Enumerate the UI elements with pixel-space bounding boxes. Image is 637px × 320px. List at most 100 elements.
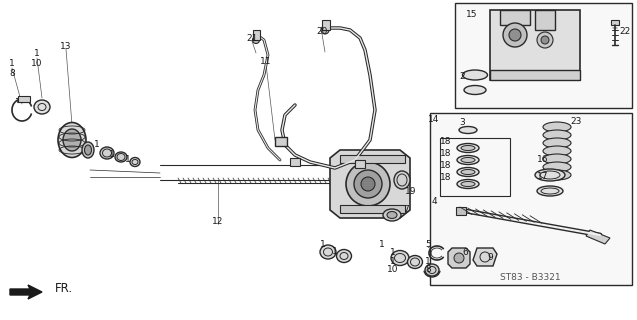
Ellipse shape	[394, 171, 410, 189]
Ellipse shape	[387, 212, 397, 219]
Text: 6: 6	[462, 247, 468, 257]
Text: 9: 9	[487, 252, 493, 261]
Circle shape	[321, 26, 329, 34]
Circle shape	[537, 32, 553, 48]
Bar	[290, 158, 300, 166]
Ellipse shape	[464, 85, 486, 94]
Text: 18: 18	[440, 161, 452, 170]
Ellipse shape	[34, 100, 50, 114]
Bar	[340, 155, 405, 163]
Text: 4: 4	[431, 196, 437, 205]
Bar	[490, 10, 580, 80]
Text: 18: 18	[440, 137, 452, 146]
Text: 1: 1	[390, 247, 396, 257]
Circle shape	[361, 177, 375, 191]
Ellipse shape	[457, 167, 479, 177]
Text: 17: 17	[537, 172, 548, 180]
Ellipse shape	[82, 142, 94, 158]
Ellipse shape	[543, 170, 571, 180]
Ellipse shape	[58, 123, 86, 157]
Text: 8: 8	[425, 266, 431, 275]
Text: 21: 21	[247, 34, 258, 43]
Ellipse shape	[425, 264, 439, 276]
Text: 1: 1	[9, 59, 15, 68]
Ellipse shape	[461, 146, 475, 150]
Polygon shape	[448, 248, 470, 268]
Text: 12: 12	[212, 217, 224, 226]
Ellipse shape	[457, 143, 479, 153]
Polygon shape	[586, 230, 610, 244]
Ellipse shape	[543, 130, 571, 140]
Bar	[490, 70, 580, 80]
Bar	[322, 20, 330, 30]
Text: 8: 8	[9, 68, 15, 77]
Text: 3: 3	[459, 117, 465, 126]
Ellipse shape	[408, 255, 422, 268]
Bar	[430, 113, 632, 285]
Ellipse shape	[461, 157, 475, 163]
Ellipse shape	[543, 122, 571, 132]
Bar	[340, 205, 405, 213]
Circle shape	[503, 23, 527, 47]
Ellipse shape	[130, 157, 140, 166]
Bar	[275, 137, 287, 146]
Bar	[440, 138, 510, 196]
Text: ST83 - B3321: ST83 - B3321	[499, 274, 561, 283]
Text: 15: 15	[466, 10, 478, 19]
Circle shape	[346, 162, 390, 206]
Ellipse shape	[543, 154, 571, 164]
Bar	[253, 30, 260, 40]
Ellipse shape	[63, 129, 81, 151]
Ellipse shape	[461, 181, 475, 187]
Text: 1: 1	[125, 155, 131, 164]
Bar	[355, 160, 365, 168]
Text: 1: 1	[109, 149, 115, 158]
Ellipse shape	[115, 152, 127, 162]
Ellipse shape	[457, 156, 479, 164]
Ellipse shape	[535, 169, 565, 181]
Bar	[455, 3, 632, 108]
Text: 10: 10	[387, 266, 399, 275]
Ellipse shape	[462, 70, 487, 80]
Ellipse shape	[320, 245, 336, 259]
Circle shape	[509, 29, 521, 41]
Text: 7: 7	[403, 204, 409, 213]
Text: 1: 1	[34, 49, 40, 58]
Ellipse shape	[543, 162, 571, 172]
Ellipse shape	[459, 126, 477, 133]
Text: 1: 1	[94, 140, 100, 148]
Circle shape	[454, 253, 464, 263]
Bar	[500, 10, 530, 25]
Ellipse shape	[537, 186, 563, 196]
Bar	[456, 207, 466, 215]
Ellipse shape	[336, 250, 352, 262]
Text: 1: 1	[332, 246, 338, 255]
Text: 16: 16	[537, 155, 548, 164]
Text: 11: 11	[261, 57, 272, 66]
Ellipse shape	[457, 180, 479, 188]
Circle shape	[252, 36, 259, 44]
Polygon shape	[473, 248, 497, 266]
Text: FR.: FR.	[55, 283, 73, 295]
Text: 22: 22	[619, 27, 631, 36]
Text: 14: 14	[428, 115, 440, 124]
Bar	[611, 20, 619, 25]
Text: 18: 18	[440, 172, 452, 181]
Circle shape	[541, 36, 549, 44]
Text: 18: 18	[440, 148, 452, 157]
Text: 23: 23	[570, 116, 582, 125]
Ellipse shape	[543, 146, 571, 156]
Ellipse shape	[383, 209, 401, 221]
Text: 1: 1	[390, 257, 396, 266]
Text: 2: 2	[459, 71, 465, 81]
Ellipse shape	[391, 251, 409, 266]
Ellipse shape	[461, 170, 475, 174]
Text: 13: 13	[61, 42, 72, 51]
Polygon shape	[330, 150, 410, 218]
Text: 10: 10	[31, 59, 43, 68]
Text: 19: 19	[405, 187, 417, 196]
Circle shape	[354, 170, 382, 198]
Text: 1: 1	[425, 257, 431, 266]
Text: 5: 5	[425, 239, 431, 249]
Text: 1: 1	[379, 239, 385, 249]
